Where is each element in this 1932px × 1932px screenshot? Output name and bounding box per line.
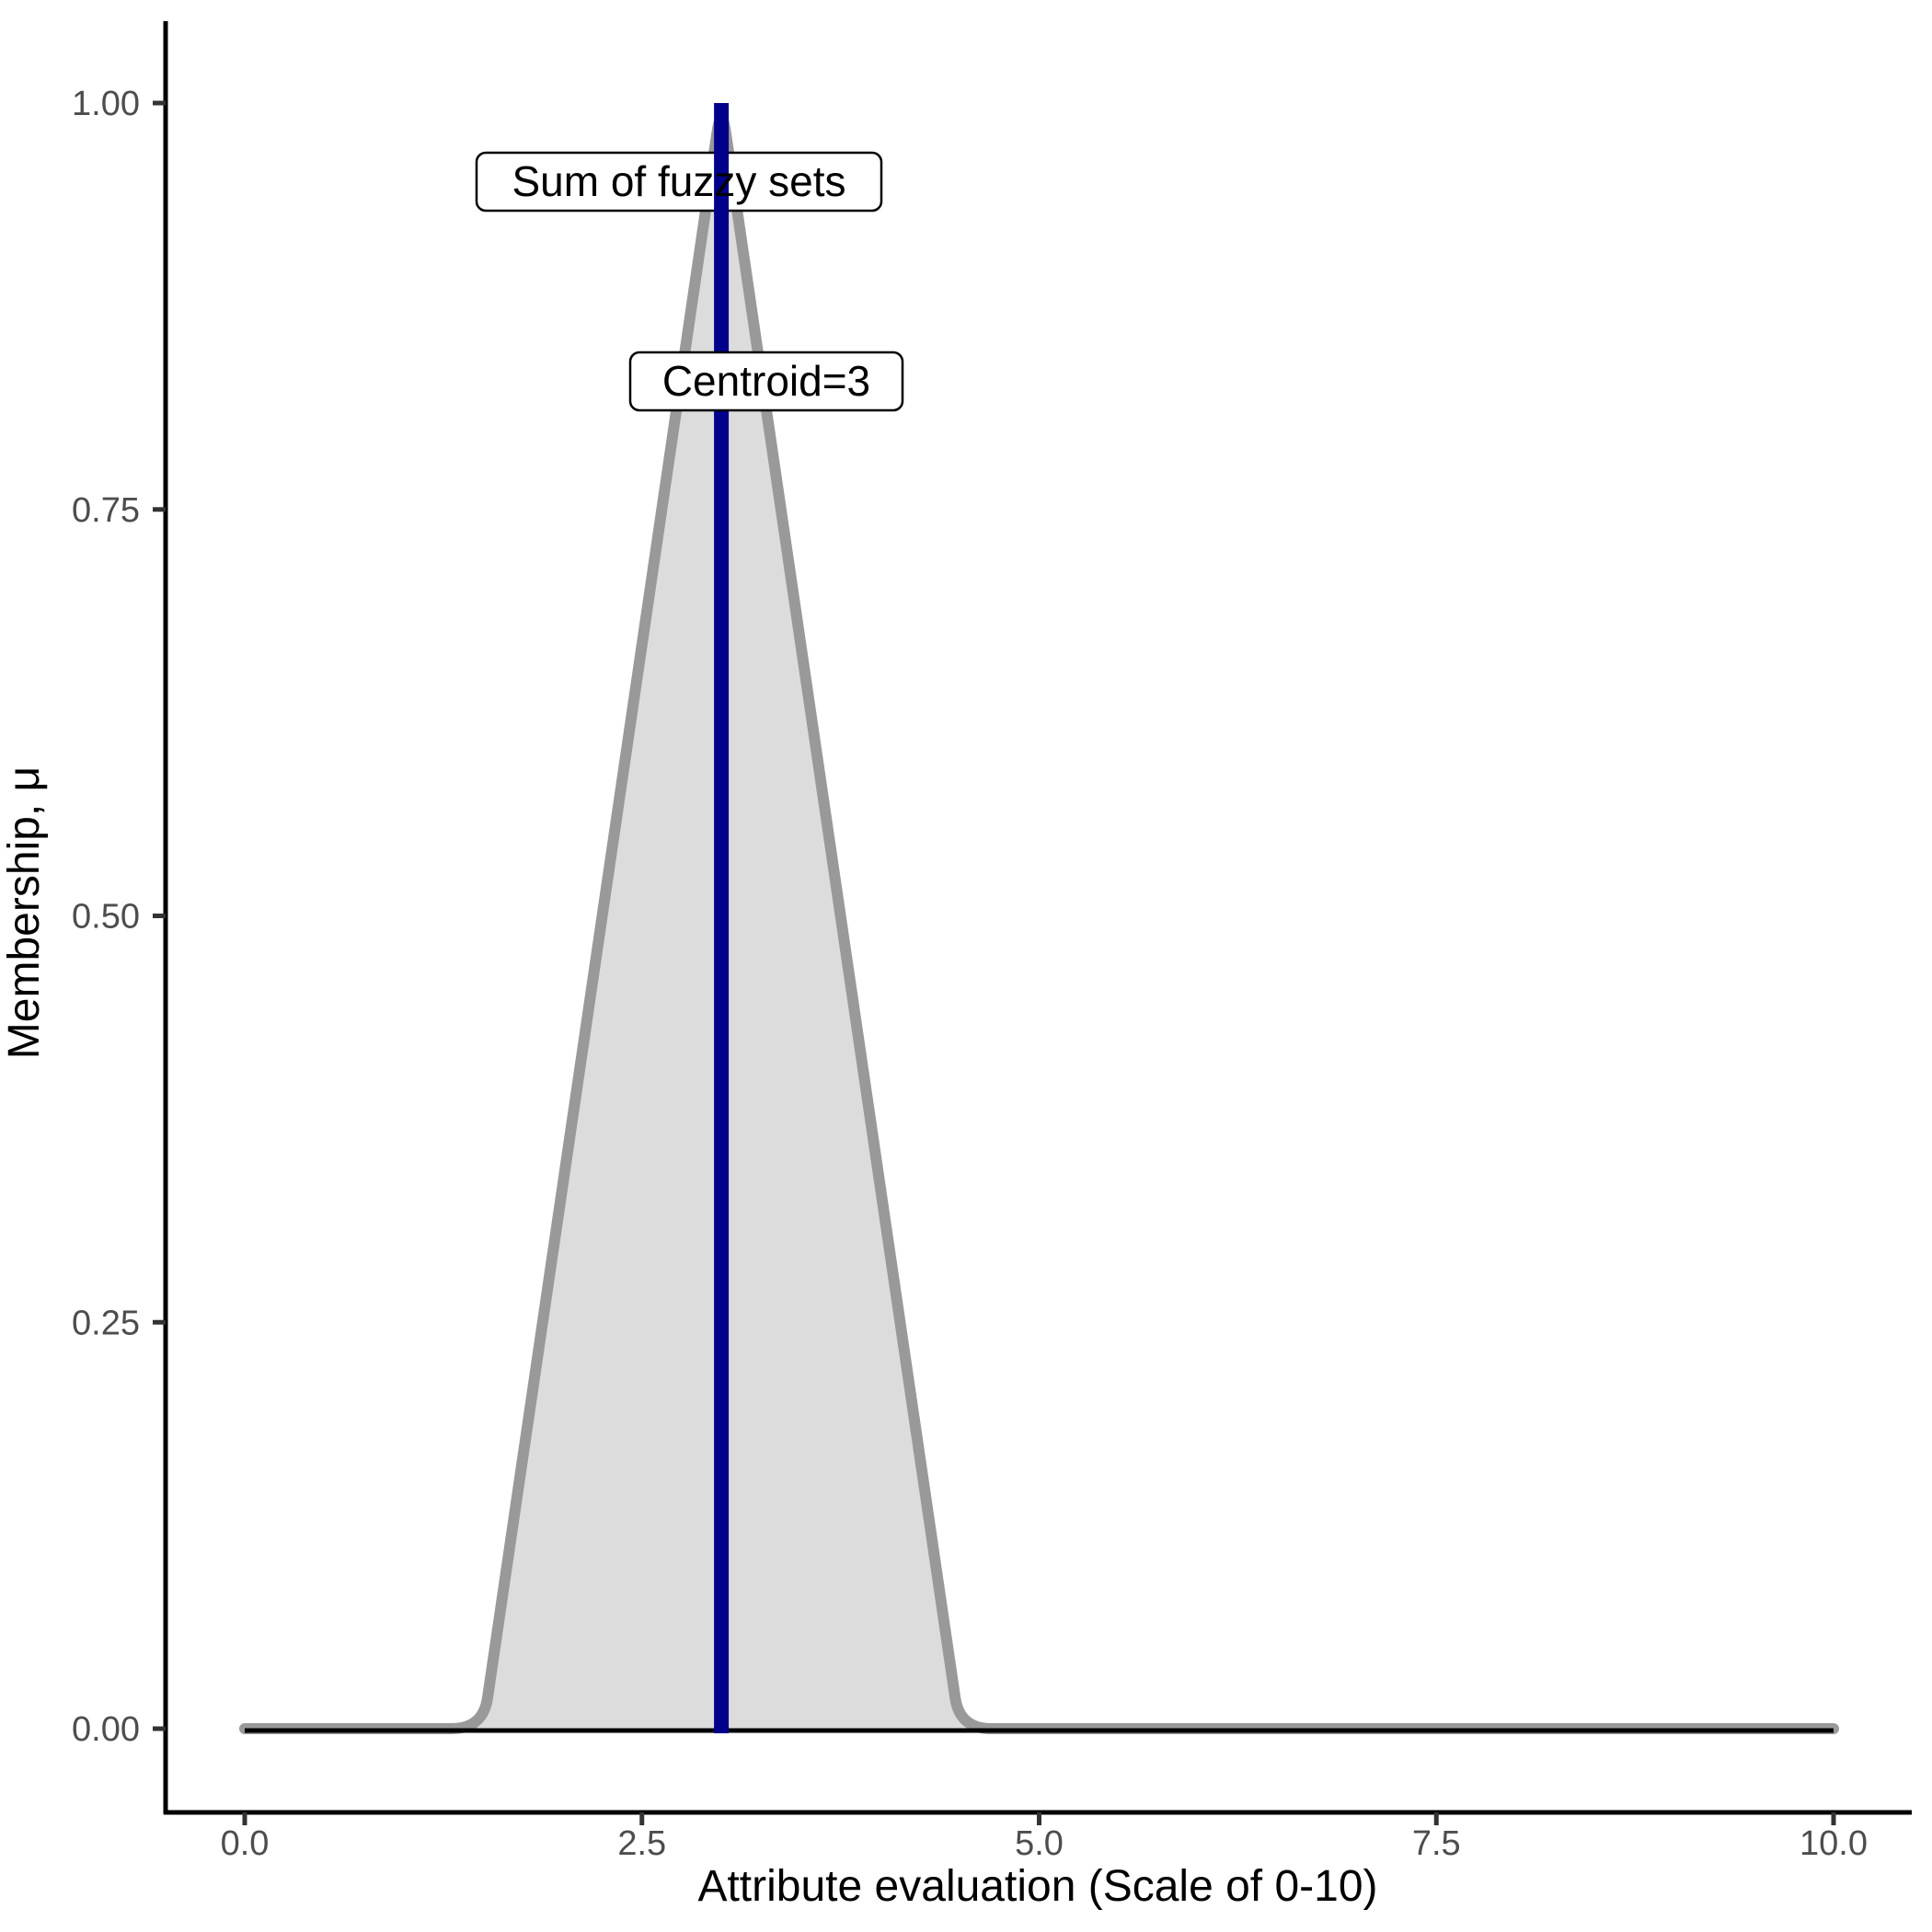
x-axis-title: Attribute evaluation (Scale of 0-10) xyxy=(697,1862,1377,1911)
sum-of-fuzzy-sets-area xyxy=(239,112,1839,1734)
x-tick-label: 10.0 xyxy=(1800,1824,1868,1863)
y-tick-label: 0.00 xyxy=(72,1710,140,1749)
sum-of-fuzzy-sets-annotation-box xyxy=(475,151,883,213)
y-axis-title: Membership, μ xyxy=(0,766,49,1059)
x-tick-label: 0.0 xyxy=(221,1824,270,1863)
centroid-annotation-box xyxy=(628,351,904,412)
membership-area-path xyxy=(239,112,1839,1734)
x-tick-label: 7.5 xyxy=(1412,1824,1461,1863)
y-tick-label: 0.25 xyxy=(72,1304,140,1342)
x-tick-label: 2.5 xyxy=(617,1824,666,1863)
sum-of-fuzzy-sets-annotation-label: Sum of fuzzy sets xyxy=(512,157,845,205)
y-tick-label: 1.00 xyxy=(72,85,140,123)
centroid-annotation-label: Centroid=3 xyxy=(662,357,870,405)
y-tick-label: 0.75 xyxy=(72,491,140,530)
x-tick-label: 5.0 xyxy=(1015,1824,1064,1863)
y-tick-label: 0.50 xyxy=(72,898,140,937)
axes: 0.00 0.25 0.50 0.75 1.00 0.0 2.5 5.0 7.5 10.0 xyxy=(72,21,1912,1863)
